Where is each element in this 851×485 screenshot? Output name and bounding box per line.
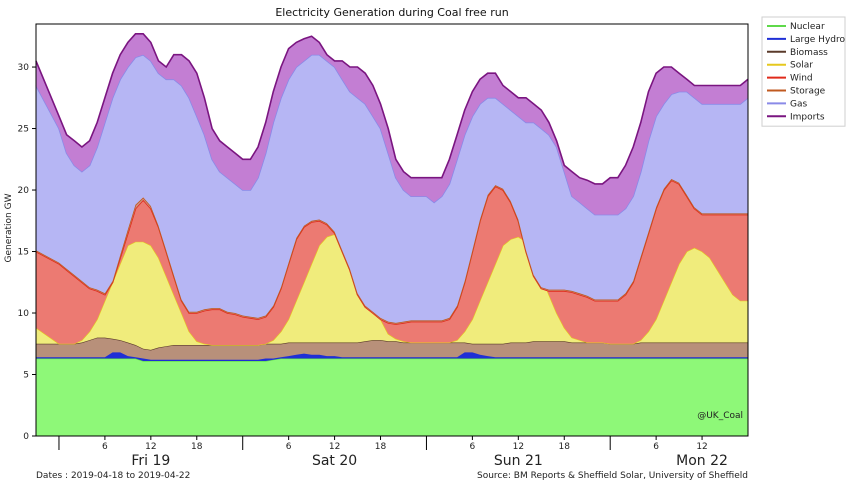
legend-label: Storage <box>790 87 826 97</box>
series-area-wind <box>36 180 748 345</box>
x-day-label: Mon 22 <box>676 453 728 469</box>
x-day-label: Fri 19 <box>131 453 170 469</box>
y-tick-label: 15 <box>18 248 29 258</box>
x-tick-label: 12 <box>513 442 524 452</box>
legend-label: Imports <box>790 112 825 122</box>
y-axis-label: Generation GW <box>4 193 14 262</box>
y-tick-label: 5 <box>23 371 29 381</box>
x-tick-label: 12 <box>696 442 707 452</box>
series-area-biomass <box>36 337 748 360</box>
series-area-gas <box>36 54 748 323</box>
x-tick-label: 12 <box>329 442 340 452</box>
series-line-imports <box>35 33 749 185</box>
dates-note: Dates : 2019-04-18 to 2019-04-22 <box>36 471 190 481</box>
legend: Nuclear Large Hydro Biomass Solar Wind Storag… <box>761 16 846 127</box>
y-tick-label: 25 <box>18 125 29 135</box>
x-tick-label: 6 <box>102 442 108 452</box>
y-tick-label: 20 <box>18 186 30 196</box>
legend-label: Solar <box>790 61 813 71</box>
legend-label: Wind <box>790 74 813 84</box>
y-tick-label: 30 <box>18 63 30 73</box>
series-area-nuclear <box>36 358 748 436</box>
y-tick-label: 10 <box>18 309 30 319</box>
x-tick-label: 6 <box>653 442 659 452</box>
source-note: Source: BM Reports & Sheffield Solar, Un… <box>477 471 748 481</box>
annotation-handle: @UK_Coal <box>697 411 743 421</box>
x-tick-label: 6 <box>286 442 292 452</box>
legend-label: Gas <box>790 99 807 109</box>
x-tick-label: 6 <box>470 442 476 452</box>
legend-label: Nuclear <box>790 22 825 32</box>
y-tick-label: 0 <box>23 432 29 442</box>
plot-frame <box>35 23 749 437</box>
x-day-label: Sun 21 <box>494 453 543 469</box>
chart-title: Electricity Generation during Coal free … <box>275 6 508 19</box>
legend-label: Biomass <box>790 48 828 58</box>
legend-label: Large Hydro <box>790 35 845 45</box>
legend-box <box>761 16 846 127</box>
x-tick-label: 12 <box>145 442 156 452</box>
x-tick-label: 18 <box>559 442 571 452</box>
series-area-solar <box>36 234 748 350</box>
x-tick-label: 18 <box>191 442 203 452</box>
x-tick-label: 18 <box>375 442 387 452</box>
plot-area <box>35 24 749 436</box>
x-day-label: Sat 20 <box>312 453 357 469</box>
